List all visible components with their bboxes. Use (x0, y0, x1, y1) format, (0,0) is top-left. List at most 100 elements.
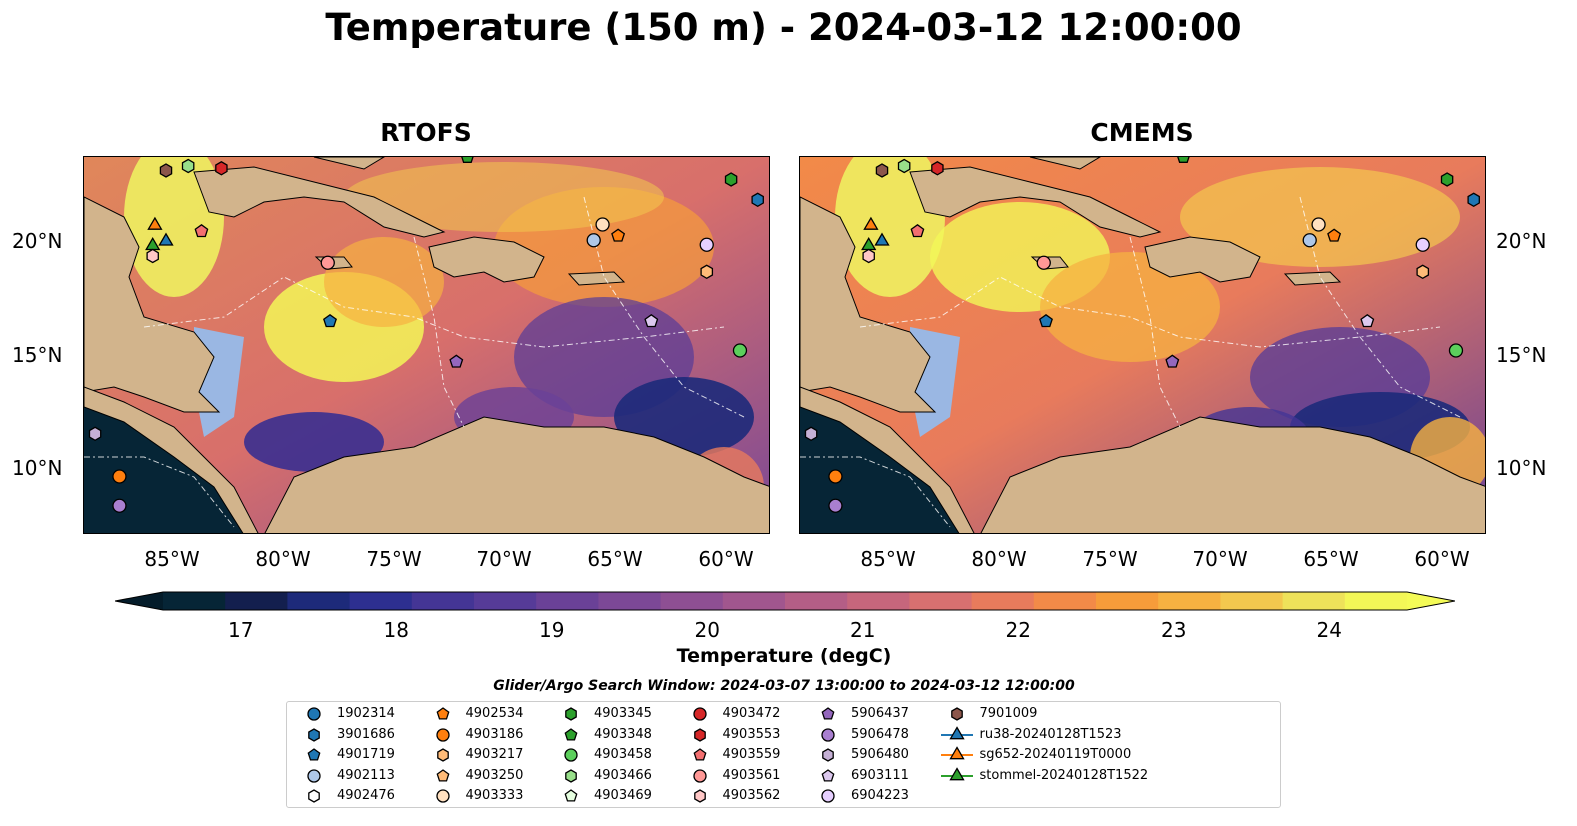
puerto-rico-land (567, 271, 626, 286)
platform-marker-4903348 (1177, 157, 1190, 163)
map-panel-rtofs (83, 156, 770, 534)
isthmus-land (800, 386, 975, 533)
legend-label: 4902113 (337, 767, 395, 783)
figure-title: Temperature (150 m) - 2024-03-12 12:00:0… (325, 6, 1242, 49)
pentagon-marker-icon (821, 768, 835, 782)
cuba-land (909, 166, 1162, 238)
cuba-land (193, 166, 446, 238)
platform-marker-4902534 (1327, 228, 1342, 242)
panel-title-cmems: CMEMS (1090, 118, 1194, 147)
colorbar-segment (722, 592, 786, 610)
platform-marker-4903553 (215, 161, 228, 176)
hexagon-marker-icon (308, 789, 320, 803)
legend-label: 7901009 (979, 706, 1038, 721)
lon-label-60w-left: 60°W (698, 547, 754, 571)
platform-marker-5906480 (804, 426, 818, 442)
circle-marker-icon (435, 789, 450, 803)
legend-label: 4903333 (465, 788, 524, 803)
legend-label: 4903559 (722, 747, 781, 762)
colorbar-tick-24: 24 (1316, 618, 1342, 642)
platform-marker-4903561 (320, 255, 335, 270)
warm-patch (344, 162, 664, 232)
platform-marker-4901719 (323, 314, 337, 328)
colorbar-segment (847, 592, 910, 610)
legend-label: 4903466 (594, 767, 652, 783)
florida-land (313, 157, 385, 170)
lat-label-10n-right: 10°N (1496, 456, 1547, 480)
puerto-rico-land (1283, 271, 1342, 286)
platform-marker-4903217 (1416, 264, 1430, 280)
pentagon-marker-icon (564, 727, 578, 741)
warm-patch (1180, 167, 1460, 267)
colorbar-tick-22: 22 (1005, 618, 1031, 642)
legend-label: 4903472 (722, 706, 781, 721)
legend-label: 4903562 (722, 788, 781, 803)
colorbar-segment (474, 592, 537, 610)
lon-label-70w-right: 70°W (1192, 547, 1248, 571)
legend-label: 4903348 (594, 726, 652, 742)
platform-marker-5906478 (828, 498, 843, 513)
hexagon-marker-icon (693, 789, 706, 803)
platform-marker-3901686 (751, 192, 764, 208)
isthmus-land (84, 386, 259, 533)
colorbar-extend-high (1407, 592, 1455, 610)
triangle-line-marker-icon (940, 725, 973, 739)
platform-marker-5906480 (88, 426, 102, 442)
legend-label: 3901686 (337, 726, 395, 742)
platform-marker-4903559 (910, 224, 925, 238)
triangle-line-marker-icon (940, 766, 973, 780)
platform-markers (88, 157, 764, 513)
colorbar-segment (660, 592, 724, 610)
platform-marker-4903186 (112, 469, 127, 484)
hexagon-marker-icon (436, 748, 449, 762)
lat-label-10n-left: 10°N (12, 456, 63, 480)
colorbar-segment (349, 592, 413, 610)
platform-marker-4903333 (1311, 217, 1326, 232)
boundary-line (413, 236, 465, 428)
legend-label: sg652-20240119T0000 (979, 747, 1132, 762)
pentagon-marker-icon (821, 707, 835, 720)
platform-marker-4902534 (611, 228, 626, 242)
hexagon-marker-icon (950, 707, 963, 721)
search-window-caption: Glider/Argo Search Window: 2024-03-07 13… (493, 678, 1075, 694)
lat-label-15n-right: 15°N (1496, 343, 1547, 367)
platform-marker-6904223 (699, 237, 714, 252)
platform-marker-6903111 (644, 314, 659, 328)
legend-label: stommel-20240128T1522 (979, 767, 1149, 783)
platform-marker-6903111 (1360, 314, 1375, 328)
legend-label: 6903111 (851, 767, 909, 783)
colorbar-segment (287, 592, 351, 610)
legend-label: 4903553 (722, 726, 781, 742)
pentagon-marker-icon (307, 748, 321, 761)
lon-label-85w-left: 85°W (144, 547, 200, 571)
boundary-line (143, 276, 725, 348)
platform-marker-sg652-20240119T0000 (147, 216, 163, 230)
lat-label-20n-right: 20°N (1496, 229, 1547, 253)
platform-marker-4903553 (931, 161, 944, 176)
colorbar-segment (163, 592, 226, 610)
platform-marker-5906437 (449, 354, 464, 368)
legend-label: 4903217 (465, 747, 524, 762)
warm-patch (124, 157, 224, 297)
circle-marker-icon (692, 707, 707, 721)
lat-label-20n-left: 20°N (12, 229, 63, 253)
legend-label: 4901719 (337, 747, 395, 762)
platform-marker-4903217 (700, 264, 714, 280)
colorbar-extend-low (115, 592, 163, 610)
legend-label: 5906437 (851, 706, 909, 721)
platform-marker-4903562 (146, 248, 159, 264)
platform-marker-4903348 (461, 157, 474, 163)
pentagon-marker-icon (693, 748, 706, 761)
platform-marker-4903186 (828, 469, 843, 484)
platform-marker-ru38-20240128T1523 (874, 232, 890, 246)
hexagon-marker-icon (565, 768, 577, 783)
circle-marker-icon (821, 789, 835, 803)
lon-label-65w-left: 65°W (587, 547, 643, 571)
boundary-line (1129, 236, 1181, 428)
map-panel-cmems (799, 156, 1486, 534)
lon-label-70w-left: 70°W (476, 547, 532, 571)
circle-marker-icon (307, 768, 321, 783)
map-cmems (800, 157, 1485, 533)
colorbar-segment (536, 592, 599, 610)
lon-label-75w-left: 75°W (366, 547, 422, 571)
